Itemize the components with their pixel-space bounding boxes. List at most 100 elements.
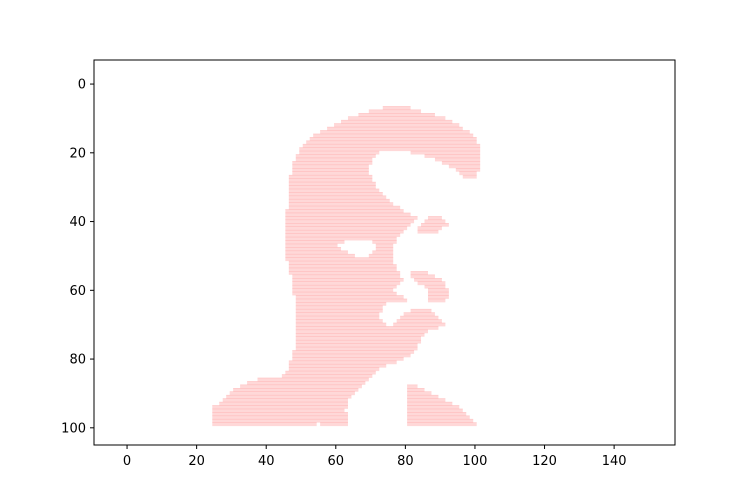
series-0-row-69-segment-1 [396, 319, 442, 323]
series-0-row-9-segment-0 [358, 113, 435, 117]
series-0-row-89-segment-0 [233, 388, 359, 392]
series-0-row-95-segment-0 [212, 408, 345, 413]
series-0-row-66-segment-0 [295, 309, 383, 313]
series-0-row-46-segment-1 [372, 240, 397, 244]
y-tick-label-40: 40 [69, 215, 86, 230]
series-0-row-61-segment-0 [292, 292, 397, 296]
series-0-row-99-segment-0 [212, 422, 317, 427]
x-tick-label-120: 120 [532, 454, 557, 469]
series-0-row-21-segment-1 [424, 154, 481, 158]
series-0-row-97-segment-0 [212, 415, 348, 420]
series-0-row-85-segment-0 [281, 374, 373, 378]
series-0-row-48-segment-1 [375, 247, 394, 251]
series-0-row-92-segment-1 [407, 398, 446, 403]
x-tick-label-80: 80 [397, 454, 414, 469]
x-tick-label-20: 20 [188, 454, 205, 469]
series-0-row-22-segment-0 [295, 157, 373, 162]
series-0-row-79-segment-0 [292, 353, 411, 358]
series-0-row-55-segment-1 [410, 271, 428, 275]
x-tick-label-0: 0 [123, 454, 131, 469]
series-0-row-62-segment-1 [427, 295, 449, 299]
series-0-row-91-segment-0 [226, 395, 352, 399]
series-0-row-68-segment-0 [295, 316, 380, 320]
series-0-row-49-segment-0 [285, 250, 348, 255]
series-0-row-39-segment-0 [285, 216, 418, 220]
series-0-row-83-segment-0 [288, 367, 380, 372]
series-0-row-74-segment-0 [295, 336, 422, 341]
series-0-row-40-segment-1 [424, 219, 446, 224]
series-0-row-8-segment-0 [368, 109, 422, 114]
series-0-row-23-segment-0 [292, 161, 373, 165]
series-0-row-25-segment-1 [455, 168, 481, 172]
series-0-row-72-segment-0 [295, 329, 428, 334]
series-0-row-51-segment-0 [285, 257, 394, 262]
series-0-row-77-segment-0 [295, 347, 418, 351]
series-0-row-93-segment-1 [407, 402, 453, 406]
series-0-row-26-segment-0 [292, 171, 369, 176]
axes-frame [93, 59, 676, 446]
series-0-row-60-segment-0 [292, 288, 394, 293]
x-tick-label-140: 140 [602, 454, 627, 469]
series-0-row-52-segment-0 [288, 261, 394, 265]
series-0-row-13-segment-0 [327, 127, 463, 131]
series-0-row-40-segment-0 [285, 219, 415, 224]
series-0-row-84-segment-0 [285, 371, 376, 375]
series-0-row-25-segment-0 [292, 168, 369, 172]
series-0-row-88-segment-0 [240, 384, 362, 389]
y-axis: 0 20 40 60 80 100 [61, 78, 94, 436]
series-0-row-94-segment-0 [212, 405, 348, 409]
y-tick-label-0: 0 [78, 78, 86, 93]
series-0-row-86-segment-0 [257, 377, 369, 382]
series-0-row-90-segment-1 [407, 391, 432, 396]
plot-area [93, 59, 676, 446]
series-0-row-98-segment-0 [212, 419, 348, 423]
series-0-row-98-segment-1 [407, 419, 474, 423]
series-0-row-56-segment-0 [292, 274, 401, 279]
series-0-row-71-segment-0 [295, 326, 390, 330]
series-0-row-87-segment-0 [247, 381, 366, 385]
series-0-row-50-segment-0 [285, 254, 355, 258]
series-0-row-22-segment-1 [434, 157, 481, 162]
series-0-row-92-segment-0 [222, 398, 348, 403]
series-0-row-44-segment-0 [285, 233, 401, 238]
series-0-row-30-segment-0 [288, 185, 376, 189]
series-0-row-71-segment-1 [389, 326, 439, 330]
series-0-row-15-segment-0 [313, 133, 474, 138]
series-0-row-12-segment-0 [334, 123, 460, 128]
series-0-row-63-segment-0 [295, 298, 408, 303]
series-0-row-32-segment-0 [288, 192, 383, 196]
series-0-row-97-segment-1 [407, 415, 470, 420]
series-0-row-47-segment-0 [285, 243, 338, 248]
series-0-row-58-segment-0 [292, 281, 401, 286]
series-0-row-27-segment-1 [462, 175, 477, 179]
series-0-row-89-segment-1 [407, 388, 425, 392]
series-0-row-53-segment-0 [288, 264, 397, 268]
series-0-row-33-segment-0 [288, 195, 387, 200]
series-0-row-19-segment-0 [299, 147, 481, 152]
series-0-row-39-segment-1 [427, 216, 442, 220]
series-0-row-75-segment-0 [295, 340, 422, 344]
series-0-row-47-segment-1 [375, 243, 394, 248]
series-0-row-82-segment-0 [288, 364, 387, 368]
series-0-row-70-segment-0 [295, 322, 387, 327]
series-0-row-43-segment-0 [285, 230, 404, 234]
series-0-row-10-segment-0 [347, 116, 446, 121]
series-0-row-66-segment-1 [410, 309, 432, 313]
series-0-row-16-segment-0 [309, 137, 477, 141]
series-0-row-94-segment-1 [407, 405, 460, 409]
series-0-row-99-segment-2 [407, 422, 477, 427]
series-0-row-55-segment-0 [288, 271, 401, 275]
series-0-row-11-segment-0 [341, 120, 453, 124]
series-0-row-23-segment-1 [441, 161, 481, 165]
series-0-row-90-segment-0 [229, 391, 355, 396]
series-0-row-58-segment-1 [417, 281, 446, 286]
series-0-row-35-segment-0 [288, 202, 394, 207]
series-0-row-43-segment-1 [417, 230, 439, 234]
series-0-row-70-segment-1 [393, 322, 446, 327]
series-0-row-68-segment-1 [400, 316, 439, 320]
series-0-row-56-segment-1 [410, 274, 435, 279]
series-0-row-28-segment-0 [288, 178, 373, 183]
series-0-row-27-segment-0 [288, 175, 373, 179]
x-tick-label-40: 40 [258, 454, 275, 469]
